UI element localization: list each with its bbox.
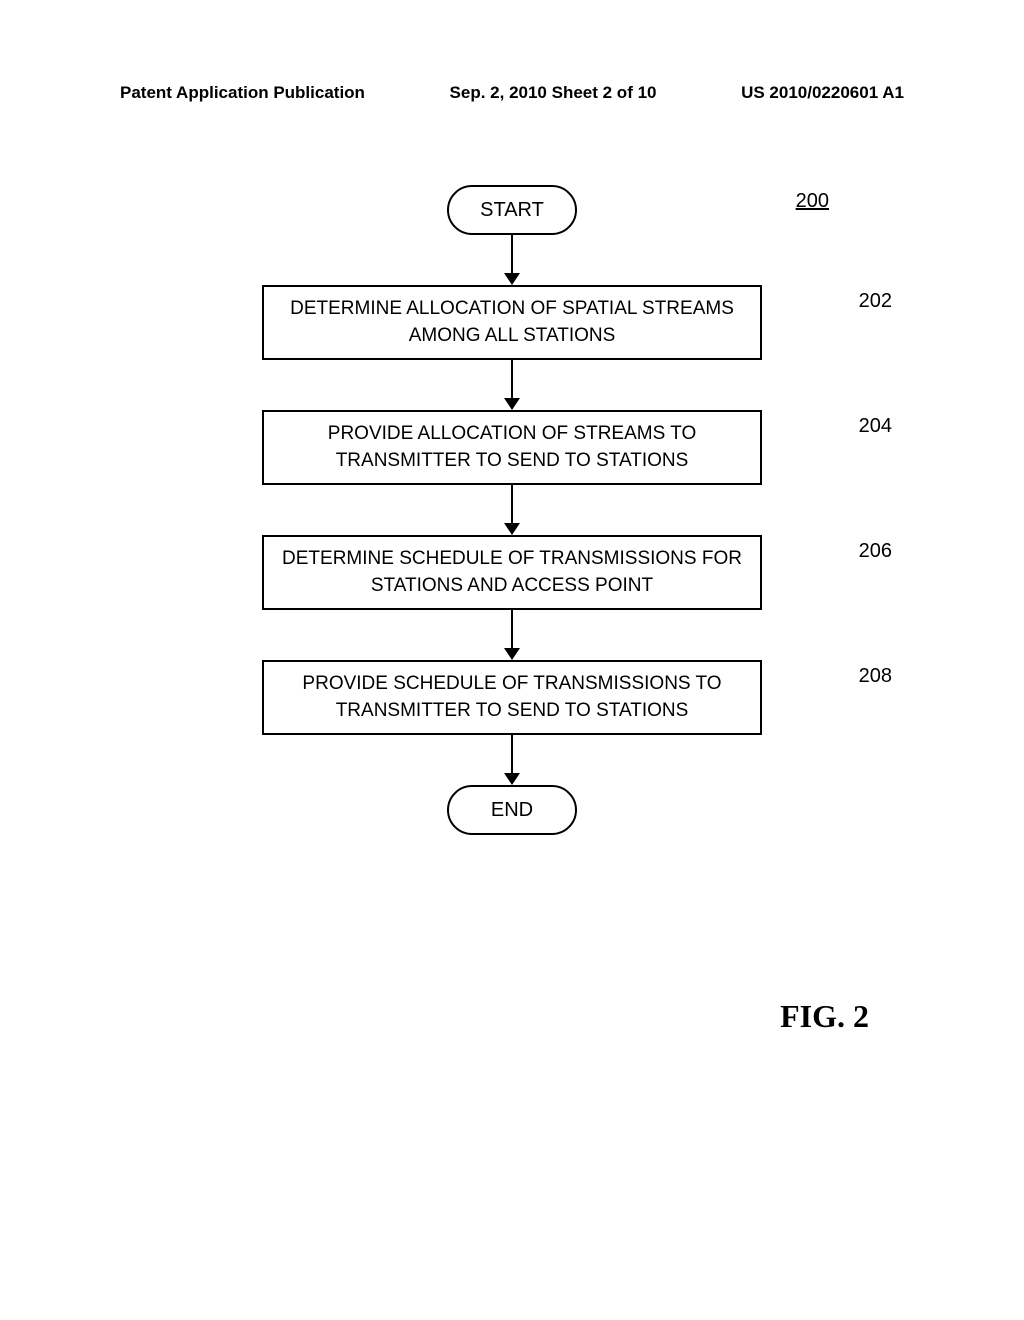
step-label: 204	[859, 415, 892, 438]
end-terminal: END	[447, 785, 577, 835]
figure-label: FIG. 2	[780, 998, 869, 1035]
process-text: PROVIDE SCHEDULE OF TRANSMISSIONS TO TRA…	[264, 671, 760, 724]
header-left-text: Patent Application Publication	[120, 83, 365, 103]
header-right-text: US 2010/0220601 A1	[741, 83, 904, 103]
process-step: PROVIDE SCHEDULE OF TRANSMISSIONS TO TRA…	[212, 660, 812, 735]
flowchart-container: START DETERMINE ALLOCATION OF SPATIAL ST…	[212, 185, 812, 835]
process-step: DETERMINE SCHEDULE OF TRANSMISSIONS FOR …	[212, 535, 812, 610]
process-box: PROVIDE SCHEDULE OF TRANSMISSIONS TO TRA…	[262, 660, 762, 735]
process-box: DETERMINE SCHEDULE OF TRANSMISSIONS FOR …	[262, 535, 762, 610]
step-label: 202	[859, 290, 892, 313]
process-box: PROVIDE ALLOCATION OF STREAMS TO TRANSMI…	[262, 410, 762, 485]
arrow	[212, 235, 812, 285]
header-center-text: Sep. 2, 2010 Sheet 2 of 10	[450, 83, 657, 103]
step-label: 208	[859, 665, 892, 688]
process-text: PROVIDE ALLOCATION OF STREAMS TO TRANSMI…	[264, 421, 760, 474]
page-header: Patent Application Publication Sep. 2, 2…	[0, 83, 1024, 103]
process-text: DETERMINE ALLOCATION OF SPATIAL STREAMS …	[264, 296, 760, 349]
process-box: DETERMINE ALLOCATION OF SPATIAL STREAMS …	[262, 285, 762, 360]
step-label: 206	[859, 540, 892, 563]
process-step: DETERMINE ALLOCATION OF SPATIAL STREAMS …	[212, 285, 812, 360]
arrow	[212, 360, 812, 410]
arrow	[212, 610, 812, 660]
start-terminal: START	[447, 185, 577, 235]
process-step: PROVIDE ALLOCATION OF STREAMS TO TRANSMI…	[212, 410, 812, 485]
end-label: END	[491, 799, 533, 822]
process-text: DETERMINE SCHEDULE OF TRANSMISSIONS FOR …	[264, 546, 760, 599]
arrow	[212, 485, 812, 535]
start-label: START	[480, 199, 544, 222]
arrow	[212, 735, 812, 785]
